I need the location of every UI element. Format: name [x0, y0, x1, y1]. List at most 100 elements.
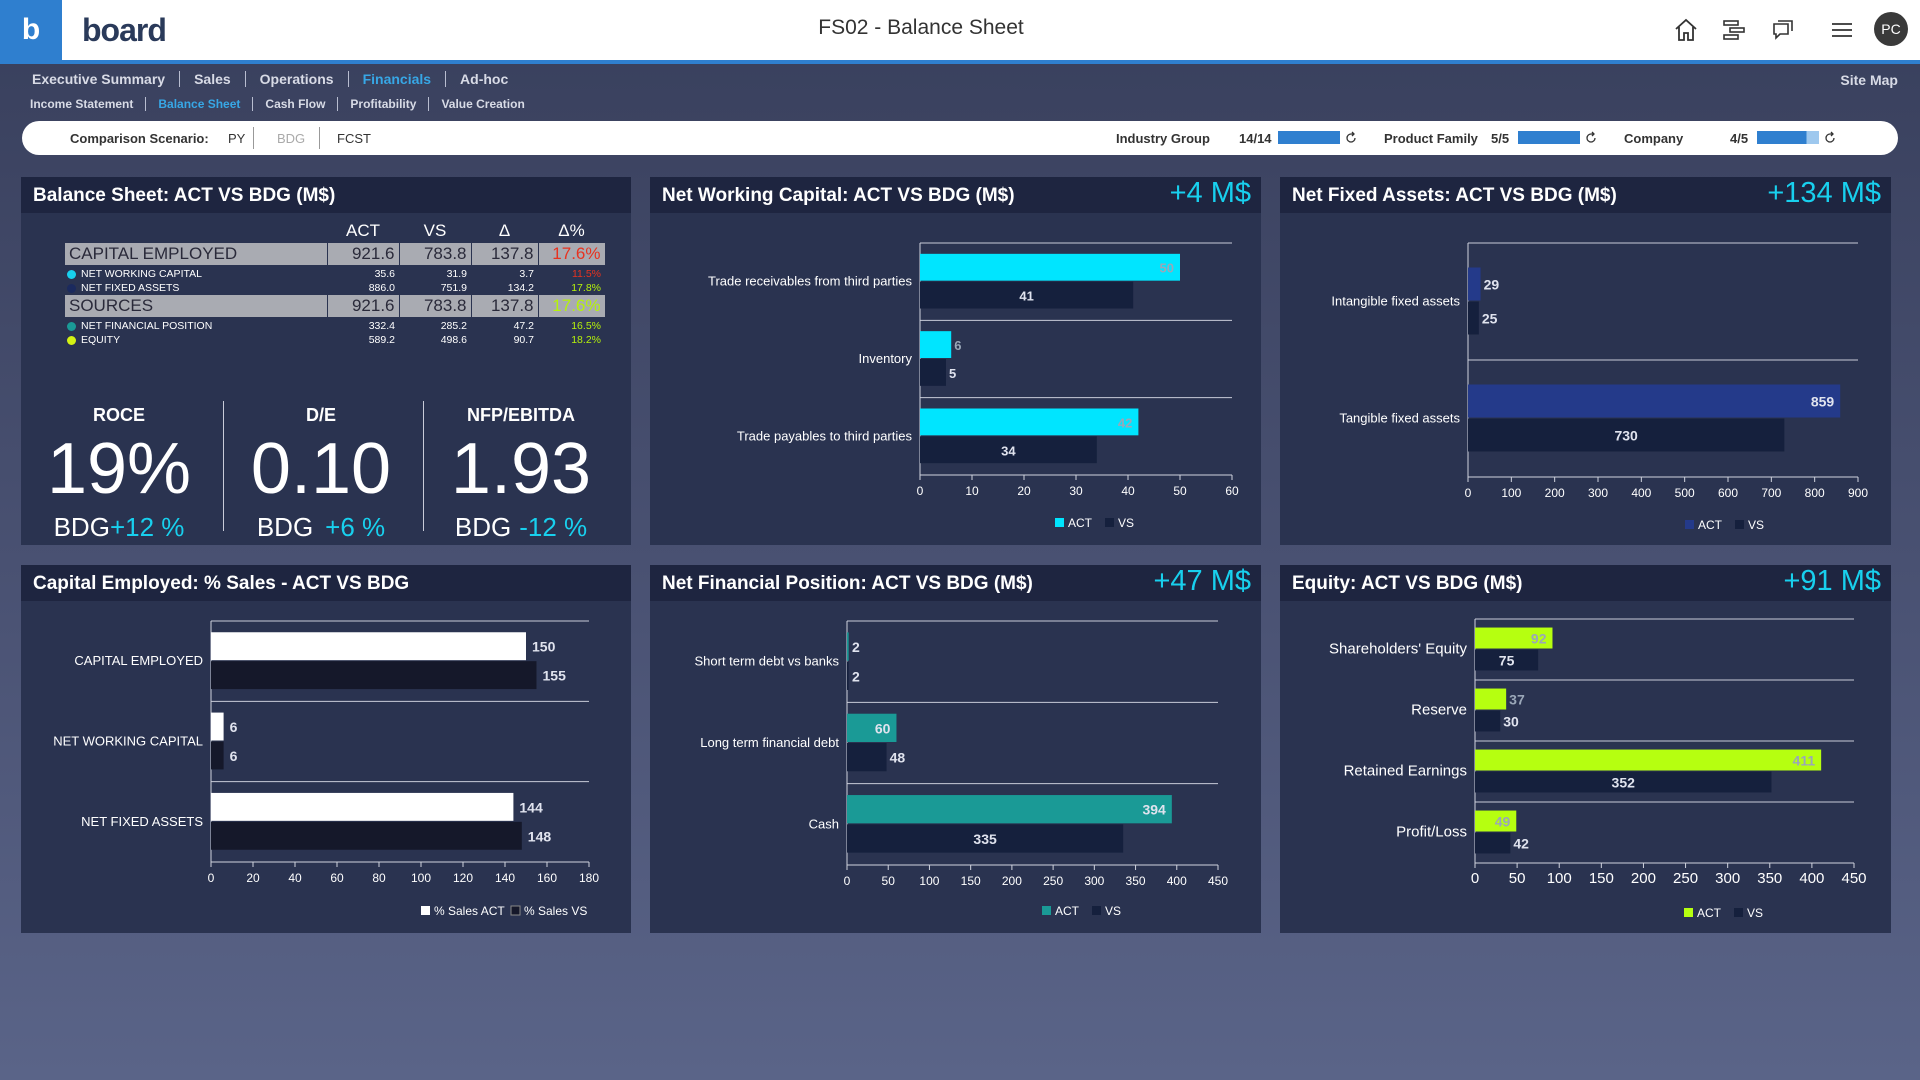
net-financial-position-panel: Net Financial Position: ACT VS BDG (M$) …: [650, 565, 1261, 933]
bar-value-label: 29: [1484, 277, 1500, 293]
legend-swatch: [1105, 518, 1114, 527]
x-tick-label: 350: [1126, 874, 1146, 888]
subnav-tab-value-creation[interactable]: Value Creation: [441, 97, 525, 111]
series-dot-icon: [67, 321, 76, 331]
category-label: Profit/Loss: [1396, 824, 1467, 841]
x-tick-label: 0: [208, 871, 215, 885]
kpi-value: 0.10: [250, 429, 392, 509]
row-label-text: CAPITAL EMPLOYED: [69, 244, 238, 263]
x-tick-label: 40: [288, 871, 302, 885]
category-label: NET WORKING CAPITAL: [53, 734, 203, 749]
industry-group-count: 14/14: [1239, 131, 1272, 146]
bar-vs: [920, 359, 946, 386]
x-tick-label: 30: [1069, 484, 1083, 498]
bar-vs: [847, 661, 849, 690]
panel-header: Capital Employed: % Sales - ACT VS BDG: [21, 565, 631, 601]
refresh-icon[interactable]: [1584, 131, 1598, 145]
filter-bar: Comparison Scenario: PY BDG FCST Industr…: [22, 121, 1898, 155]
cell-pct: 18.2%: [571, 334, 601, 346]
nav-tab-ad-hoc[interactable]: Ad-hoc: [460, 71, 509, 87]
panel-title: Capital Employed: % Sales - ACT VS BDG: [33, 573, 410, 594]
menu-icon[interactable]: [1828, 16, 1856, 44]
legend-label: % Sales VS: [524, 904, 587, 918]
kpi-bdg-delta: BDG -12 %: [423, 512, 619, 543]
scenario-bdg[interactable]: BDG: [277, 131, 306, 146]
x-tick-label: 400: [1799, 870, 1824, 887]
table-row: NET WORKING CAPITAL 35.6 31.9 3.7 11.5%: [65, 266, 605, 281]
x-tick-label: 450: [1841, 870, 1866, 887]
nav-tab-sales[interactable]: Sales: [180, 71, 246, 87]
legend-label: VS: [1105, 904, 1121, 918]
brand-logo[interactable]: board: [82, 12, 167, 48]
home-icon[interactable]: [1672, 16, 1700, 44]
refresh-icon[interactable]: [1823, 131, 1837, 145]
bar-value-label: 25: [1482, 311, 1498, 327]
kpi-bdg-label: BDG: [454, 512, 512, 542]
bar-value-label: 30: [1503, 713, 1519, 729]
kpi-bdg-label: BDG: [53, 512, 110, 542]
site-map-link[interactable]: Site Map: [1840, 72, 1898, 88]
subnav-tab-income-statement[interactable]: Income Statement: [18, 97, 147, 111]
kpi-delta: +6 %: [325, 512, 386, 542]
scenario-fcst[interactable]: FCST: [337, 131, 371, 146]
category-label: Trade receivables from third parties: [708, 274, 912, 289]
nav-tab-financials[interactable]: Financials: [349, 71, 447, 87]
row-label-text: NET WORKING CAPITAL: [81, 268, 202, 280]
capital-employed-panel: Capital Employed: % Sales - ACT VS BDG 0…: [21, 565, 631, 933]
subnav-tab-cash-flow[interactable]: Cash Flow: [253, 97, 339, 111]
kpi-bdg-label: BDG: [256, 512, 314, 542]
kpi-bdg-delta: BDG+12 %: [21, 512, 217, 543]
user-avatar[interactable]: PC: [1874, 12, 1908, 46]
bar-value-label: 34: [1001, 443, 1016, 458]
cell-vs: 31.9: [446, 268, 467, 280]
nav-tab-executive-summary[interactable]: Executive Summary: [18, 71, 181, 87]
bar-value-label: 92: [1531, 631, 1547, 647]
legend-swatch: [1092, 906, 1101, 915]
bar-value-label: 6: [954, 338, 961, 353]
comments-icon[interactable]: [1768, 16, 1796, 44]
panel-title: Net Working Capital: ACT VS BDG (M$): [662, 185, 1015, 206]
x-tick-label: 200: [1545, 486, 1565, 500]
product-family-selection-bar[interactable]: [1518, 131, 1580, 144]
subnav-tab-profitability[interactable]: Profitability: [338, 97, 430, 111]
bar-value-label: 155: [543, 668, 567, 684]
company-selection-bar[interactable]: [1757, 131, 1819, 144]
kpi-title: ROCE: [92, 405, 145, 425]
refresh-icon[interactable]: [1344, 131, 1358, 145]
x-tick-label: 900: [1848, 486, 1868, 500]
x-tick-label: 180: [579, 871, 599, 885]
main-nav: Executive Summary Sales Operations Financia…: [18, 71, 522, 87]
nav-tab-operations[interactable]: Operations: [246, 71, 349, 87]
legend-label: VS: [1748, 518, 1764, 532]
legend-label: ACT: [1068, 516, 1093, 530]
legend-label: VS: [1118, 516, 1134, 530]
panel-header: Balance Sheet: ACT VS BDG (M$): [21, 177, 631, 213]
board-b-logo[interactable]: b: [0, 0, 62, 60]
scenario-py[interactable]: PY: [228, 131, 246, 146]
legend-swatch: [1042, 906, 1051, 915]
cell-vs: 285.2: [440, 320, 467, 332]
row-label: EQUITY: [65, 333, 327, 347]
bar-vs: [1468, 301, 1479, 335]
x-tick-label: 350: [1757, 870, 1782, 887]
x-tick-label: 300: [1588, 486, 1608, 500]
x-tick-label: 400: [1167, 874, 1187, 888]
structure-icon[interactable]: [1720, 16, 1748, 44]
bar-value-label: 42: [1118, 415, 1132, 430]
row-label-text: SOURCES: [69, 296, 154, 315]
x-tick-label: 400: [1631, 486, 1651, 500]
bar--sales-vs: [211, 821, 522, 850]
panel-title: Net Financial Position: ACT VS BDG (M$): [662, 573, 1033, 594]
x-tick-label: 100: [1501, 486, 1521, 500]
industry-group-selection-bar[interactable]: [1278, 131, 1340, 144]
bar-value-label: 150: [532, 639, 556, 655]
x-tick-label: 0: [917, 484, 924, 498]
bar--sales-vs: [211, 741, 224, 770]
category-label: Trade payables to third parties: [737, 428, 913, 443]
subnav-tab-balance-sheet[interactable]: Balance Sheet: [146, 97, 254, 111]
legend-swatch: [1055, 518, 1064, 527]
kpi-title: NFP/EBITDA: [467, 405, 575, 425]
cell-act: 35.6: [374, 268, 395, 280]
bar-act: [847, 632, 849, 661]
panel-delta: +4 M$: [1169, 177, 1251, 209]
